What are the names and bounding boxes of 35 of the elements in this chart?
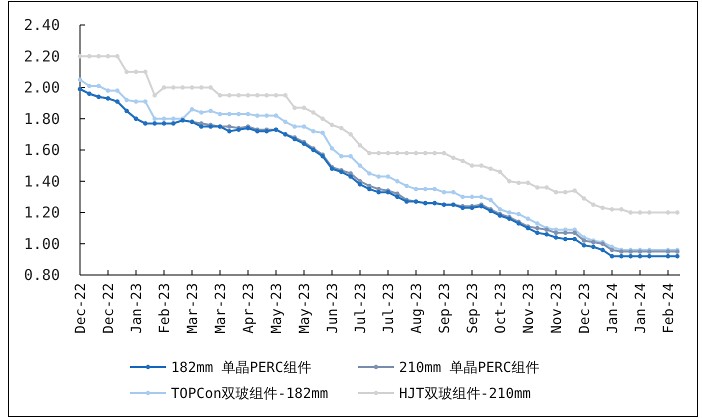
x-tick-label: May-23 [269, 283, 285, 334]
x-tick-label: Dec-22 [73, 283, 89, 334]
x-tick-label: Sep-23 [465, 283, 481, 334]
x-tick-label: Oct-23 [493, 283, 509, 334]
x-tick-label: Jan-24 [633, 283, 649, 334]
x-tick-label: Dec-23 [577, 283, 593, 334]
x-tick-label: Aug-23 [409, 283, 425, 334]
y-tick-label: 1.00 [24, 234, 60, 253]
x-tick-label: Jun-23 [325, 283, 341, 334]
x-tick-label: Jul-23 [381, 283, 397, 334]
x-tick-label: Feb-23 [157, 283, 173, 334]
x-tick-label: Nov-23 [521, 283, 537, 334]
legend-label: 210mm 单晶PERC组件 [399, 360, 540, 376]
y-tick-label: 1.80 [24, 110, 60, 128]
y-tick-label: 2.00 [24, 78, 60, 96]
legend-label: 182mm 单晶PERC组件 [171, 360, 312, 376]
legend-label: TOPCon双玻组件-182mm [171, 386, 328, 402]
x-tick-label: Feb-24 [661, 283, 677, 334]
y-tick-label: 2.20 [24, 47, 60, 66]
y-tick-label: 0.80 [24, 266, 60, 284]
x-tick-label: Sep-23 [437, 283, 453, 334]
x-tick-label: Jan-23 [129, 283, 145, 334]
legend-label: HJT双玻组件-210mm [399, 386, 531, 402]
x-tick-label: Apr-23 [241, 283, 257, 334]
y-tick-label: 1.60 [24, 141, 60, 159]
x-tick-label: Dec-22 [101, 283, 117, 334]
y-tick-label: 2.40 [24, 16, 60, 34]
y-tick-label: 1.20 [24, 204, 60, 222]
x-tick-label: Nov-23 [549, 283, 565, 334]
x-tick-label: Mar-23 [185, 283, 201, 334]
x-tick-label: May-23 [297, 283, 313, 334]
x-tick-label: Jan-24 [605, 283, 621, 334]
x-tick-label: Mar-23 [213, 283, 229, 334]
y-tick-label: 1.40 [24, 172, 60, 190]
x-tick-label: Jul-23 [353, 283, 369, 334]
